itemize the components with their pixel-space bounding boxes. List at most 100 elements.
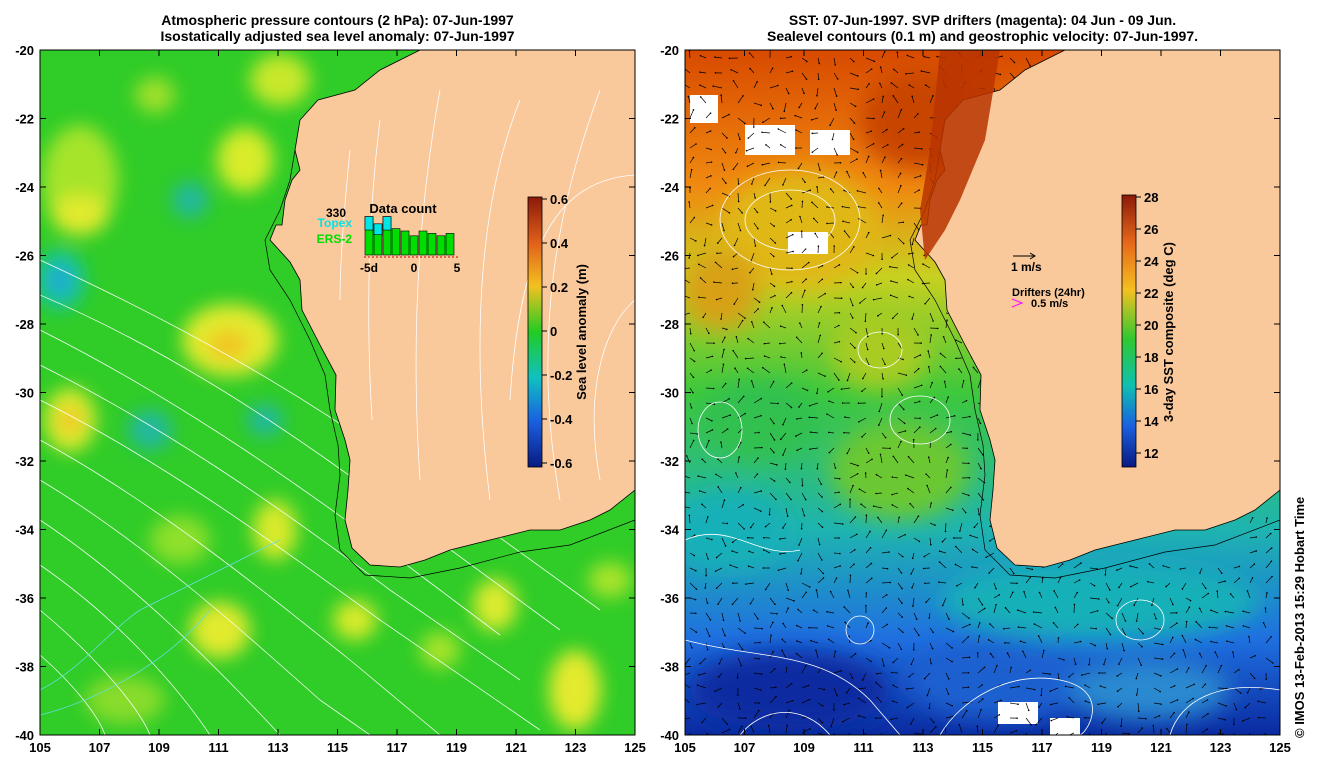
velocity-arrow: [714, 56, 723, 59]
velocity-arrow-head: [750, 183, 753, 185]
velocity-arrow: [897, 517, 900, 524]
velocity-arrow-head: [1031, 568, 1034, 571]
velocity-arrow: [1185, 683, 1195, 689]
velocity-arrow-head: [946, 469, 949, 471]
velocity-arrow: [961, 597, 964, 605]
velocity-arrow-head: [791, 267, 793, 270]
velocity-arrow: [849, 327, 857, 333]
velocity-arrow-head: [930, 334, 933, 336]
velocity-arrow: [1226, 625, 1235, 629]
velocity-arrow-head: [839, 565, 841, 567]
velocity-arrow-head: [738, 378, 741, 381]
velocity-arrow-head: [857, 75, 859, 77]
velocity-arrow-head: [808, 416, 811, 419]
velocity-arrow-head: [1001, 55, 1003, 58]
velocity-arrow-head: [889, 447, 891, 450]
velocity-arrow-head: [798, 406, 800, 408]
velocity-arrow-head: [1076, 623, 1079, 626]
velocity-arrow-head: [826, 206, 828, 208]
velocity-arrow: [721, 337, 726, 344]
velocity-arrow-head: [795, 336, 798, 339]
velocity-arrow: [689, 157, 694, 164]
velocity-arrow: [780, 144, 787, 149]
velocity-arrow: [844, 622, 851, 629]
velocity-arrow-head: [852, 138, 855, 141]
velocity-arrow-head: [1206, 728, 1208, 730]
velocity-arrow-head: [756, 473, 759, 475]
velocity-arrow-head: [739, 619, 741, 622]
velocity-arrow: [881, 594, 887, 599]
velocity-arrow: [945, 702, 953, 707]
velocity-arrow: [686, 455, 691, 464]
velocity-arrow: [809, 416, 819, 419]
velocity-arrow-head: [1246, 691, 1249, 694]
velocity-arrow: [891, 82, 899, 89]
velocity-arrow-head: [1061, 563, 1064, 565]
velocity-arrow-head: [759, 641, 761, 644]
velocity-arrow-head: [864, 472, 867, 474]
velocity-arrow-head: [843, 606, 845, 608]
velocity-arrow-head: [919, 354, 922, 356]
velocity-arrow-head: [769, 201, 772, 203]
velocity-arrow-head: [910, 663, 913, 666]
velocity-arrow-head: [912, 605, 914, 607]
velocity-arrow-head: [891, 256, 893, 259]
velocity-arrow-head: [872, 298, 875, 301]
velocity-arrow-head: [761, 446, 763, 449]
velocity-arrow-head: [1074, 663, 1077, 665]
velocity-arrow-head: [774, 667, 776, 670]
velocity-arrow-head: [775, 686, 777, 689]
velocity-arrow-head: [843, 189, 845, 192]
velocity-arrow-head: [867, 622, 869, 624]
velocity-arrow-head: [754, 245, 757, 247]
velocity-arrow-head: [747, 337, 749, 340]
velocity-arrow: [721, 349, 725, 359]
lat-tick-label: -26: [660, 249, 679, 264]
velocity-arrow: [974, 582, 979, 588]
velocity-arrow: [913, 516, 919, 524]
velocity-arrow-head: [893, 68, 895, 71]
velocity-arrow: [1068, 697, 1075, 704]
velocity-arrow-head: [709, 130, 712, 132]
velocity-arrow: [913, 222, 920, 230]
velocity-arrow-head: [857, 697, 860, 700]
velocity-arrow: [858, 697, 867, 704]
velocity-arrow-head: [852, 60, 855, 63]
velocity-arrow-head: [892, 455, 895, 458]
velocity-arrow-head: [996, 664, 998, 667]
velocity-arrow-head: [795, 652, 798, 655]
velocity-arrow-head: [1192, 697, 1195, 700]
velocity-arrow-head: [1018, 685, 1020, 688]
colorbar-tick-label: 22: [1144, 286, 1158, 301]
lon-tick-label: 123: [565, 740, 587, 755]
velocity-arrow-head: [759, 689, 762, 691]
velocity-arrow: [913, 612, 918, 620]
velocity-arrow-head: [849, 574, 852, 577]
velocity-arrow: [705, 402, 715, 405]
velocity-arrow: [689, 372, 694, 378]
velocity-arrow: [769, 207, 776, 212]
velocity-arrow-head: [707, 516, 709, 518]
velocity-arrow: [753, 237, 756, 247]
velocity-arrow-head: [783, 110, 786, 113]
velocity-arrow-head: [853, 563, 855, 566]
velocity-arrow-head: [803, 514, 806, 517]
velocity-arrow-head: [982, 499, 985, 501]
velocity-arrow: [685, 312, 691, 315]
velocity-arrow-head: [720, 441, 722, 443]
velocity-arrow-head: [1057, 677, 1060, 680]
velocity-arrow-head: [928, 617, 930, 619]
velocity-arrow: [801, 177, 806, 183]
velocity-arrow-head: [1068, 696, 1070, 699]
velocity-arrow: [833, 264, 840, 269]
velocity-arrow-head: [951, 660, 953, 663]
velocity-arrow-head: [879, 82, 881, 85]
velocity-arrow-head: [1257, 700, 1259, 703]
velocity-arrow: [945, 487, 951, 494]
velocity-arrow-head: [977, 439, 979, 441]
velocity-arrow-head: [750, 320, 753, 323]
velocity-arrow: [881, 129, 888, 134]
velocity-arrow: [785, 582, 789, 591]
velocity-arrow: [705, 552, 709, 560]
velocity-arrow: [849, 672, 853, 679]
